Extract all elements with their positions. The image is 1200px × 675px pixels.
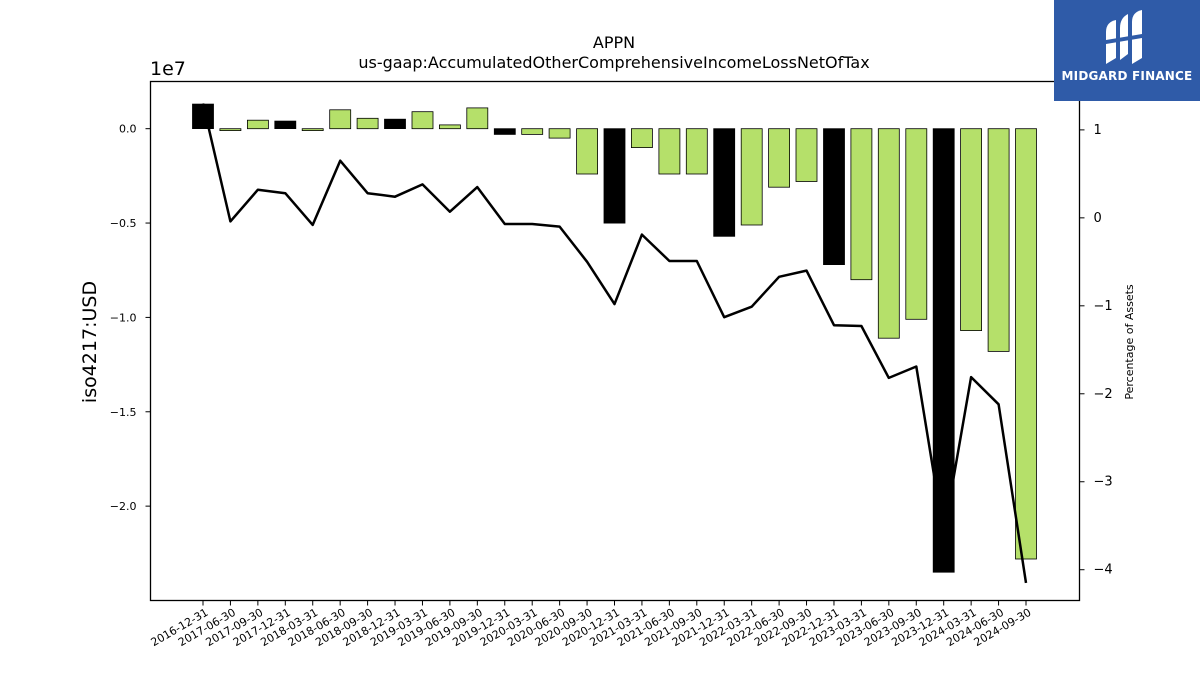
brand-logo: MIDGARD FINANCE — [1054, 0, 1200, 101]
bar-2021-12-31 — [713, 128, 736, 237]
bar-2024-06-30 — [987, 128, 1010, 352]
bar-2022-12-31 — [823, 128, 845, 265]
bar-2019-03-31 — [411, 111, 434, 130]
chart-title: APPN — [593, 33, 635, 52]
y-tick-label: 0.0 — [119, 123, 137, 136]
bar-2024-03-31 — [960, 128, 982, 331]
logo-text: MIDGARD FINANCE — [1061, 69, 1193, 83]
y2-tick-label: −4 — [1094, 563, 1113, 578]
y2-tick-label: 0 — [1094, 211, 1102, 226]
y2-tick-label: −1 — [1094, 299, 1113, 314]
bar-2020-06-30 — [548, 128, 571, 139]
bar-2019-12-31 — [493, 128, 516, 135]
y-tick-label: −2.0 — [110, 500, 137, 513]
bar-2023-09-30 — [905, 128, 928, 320]
bar-2021-06-30 — [658, 128, 681, 175]
bar-2018-12-31 — [384, 118, 406, 129]
plot-frame — [149, 80, 1081, 602]
bar-2020-09-30 — [576, 128, 598, 175]
y-tick-label: −1.5 — [110, 406, 137, 419]
bar-2018-06-30 — [329, 109, 352, 130]
bar-2020-12-31 — [603, 128, 626, 224]
y-axis-label: iso4217:USD — [79, 281, 101, 403]
bar-2019-09-30 — [466, 107, 489, 130]
bar-2017-06-30 — [219, 128, 242, 131]
y-tick-label: −0.5 — [110, 217, 137, 230]
y-tick-label: −1.0 — [110, 311, 137, 324]
midgard-logo-icon — [1106, 10, 1142, 64]
bar-2020-03-31 — [521, 128, 544, 135]
y2-tick-label: −2 — [1094, 387, 1113, 402]
bar-2022-09-30 — [795, 128, 818, 182]
y2-tick-label: −3 — [1094, 475, 1113, 490]
y-offset-label: 1e7 — [150, 58, 186, 80]
bar-2017-12-31 — [274, 120, 297, 129]
bar-2019-06-30 — [438, 124, 461, 130]
bar-2022-06-30 — [768, 128, 790, 188]
bar-2017-09-30 — [246, 119, 269, 130]
bar-2018-09-30 — [356, 117, 379, 130]
bar-2023-12-31 — [932, 128, 955, 573]
bar-2018-03-31 — [301, 128, 324, 131]
bar-2021-03-31 — [631, 128, 653, 148]
line-layer — [201, 103, 1028, 584]
chart-subtitle: us-gaap:AccumulatedOtherComprehensiveInc… — [358, 53, 869, 72]
bar-2024-09-30 — [1015, 128, 1037, 560]
percentage-line — [201, 103, 1028, 584]
bar-2023-03-31 — [850, 128, 873, 281]
bars-layer — [192, 103, 1037, 573]
bar-2023-06-30 — [877, 128, 900, 339]
bar-2022-03-31 — [740, 128, 763, 226]
y2-axis-label: Percentage of Assets — [1123, 284, 1136, 400]
y2-tick-label: 1 — [1094, 123, 1102, 138]
bar-2021-09-30 — [685, 128, 708, 175]
